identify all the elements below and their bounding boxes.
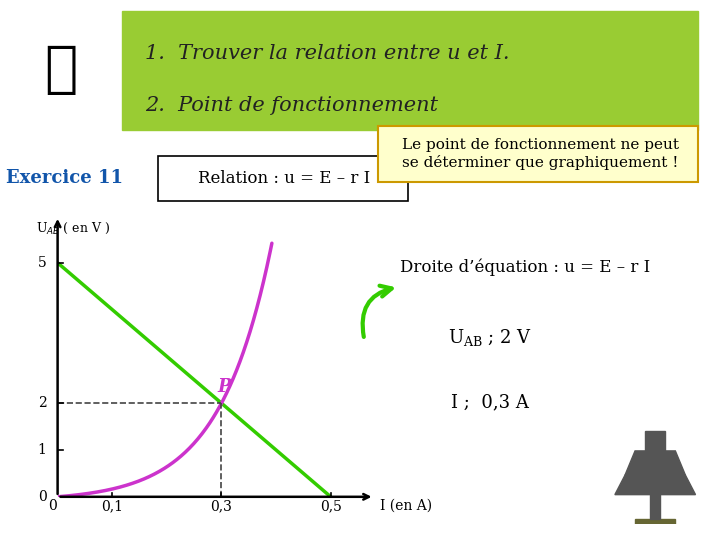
Text: U$_{AB}$ ( en V ): U$_{AB}$ ( en V ) xyxy=(36,221,110,236)
Text: $\mathregular{U_{AB}}$ ; 2 V: $\mathregular{U_{AB}}$ ; 2 V xyxy=(448,327,531,348)
Polygon shape xyxy=(615,475,696,495)
Text: 0,3: 0,3 xyxy=(210,499,233,513)
Text: P: P xyxy=(217,377,230,395)
Text: Relation : u = E – r I: Relation : u = E – r I xyxy=(198,170,371,187)
Text: I (en A): I (en A) xyxy=(380,499,432,513)
FancyBboxPatch shape xyxy=(158,156,408,201)
Text: 0: 0 xyxy=(48,499,56,513)
Text: 5: 5 xyxy=(38,256,47,270)
Polygon shape xyxy=(625,451,685,475)
Text: 0: 0 xyxy=(38,490,47,504)
Text: 0,5: 0,5 xyxy=(320,499,342,513)
Bar xyxy=(635,519,675,524)
Bar xyxy=(650,451,660,519)
Text: I ;  0,3 A: I ; 0,3 A xyxy=(451,393,528,411)
Text: 0,1: 0,1 xyxy=(102,499,123,513)
Text: 2.  Point de fonctionnement: 2. Point de fonctionnement xyxy=(145,96,438,116)
FancyBboxPatch shape xyxy=(379,126,698,182)
Text: Droite d’équation : u = E – r I: Droite d’équation : u = E – r I xyxy=(400,259,651,276)
Bar xyxy=(645,431,665,451)
Text: 🧑: 🧑 xyxy=(45,43,78,97)
Text: 2: 2 xyxy=(38,396,47,410)
Text: Le point de fonctionnement ne peut
se déterminer que graphiquement !: Le point de fonctionnement ne peut se dé… xyxy=(402,138,678,170)
FancyBboxPatch shape xyxy=(122,11,698,130)
Text: 1.  Trouver la relation entre u et I.: 1. Trouver la relation entre u et I. xyxy=(145,44,510,63)
Text: Exercice 11: Exercice 11 xyxy=(6,169,123,187)
Text: 1: 1 xyxy=(38,443,47,457)
